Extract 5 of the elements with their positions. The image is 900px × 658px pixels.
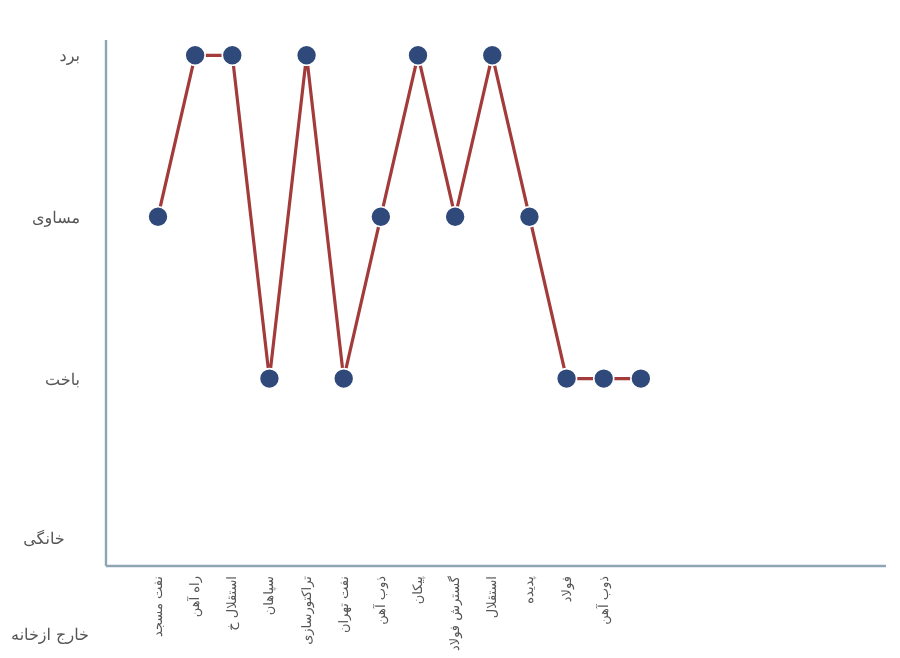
text: مساوی: [32, 208, 80, 227]
text: خانگی: [23, 528, 65, 548]
text: باخت: [45, 370, 80, 389]
text: برد: [59, 47, 80, 66]
text: خارج ازخانه: [11, 626, 90, 644]
